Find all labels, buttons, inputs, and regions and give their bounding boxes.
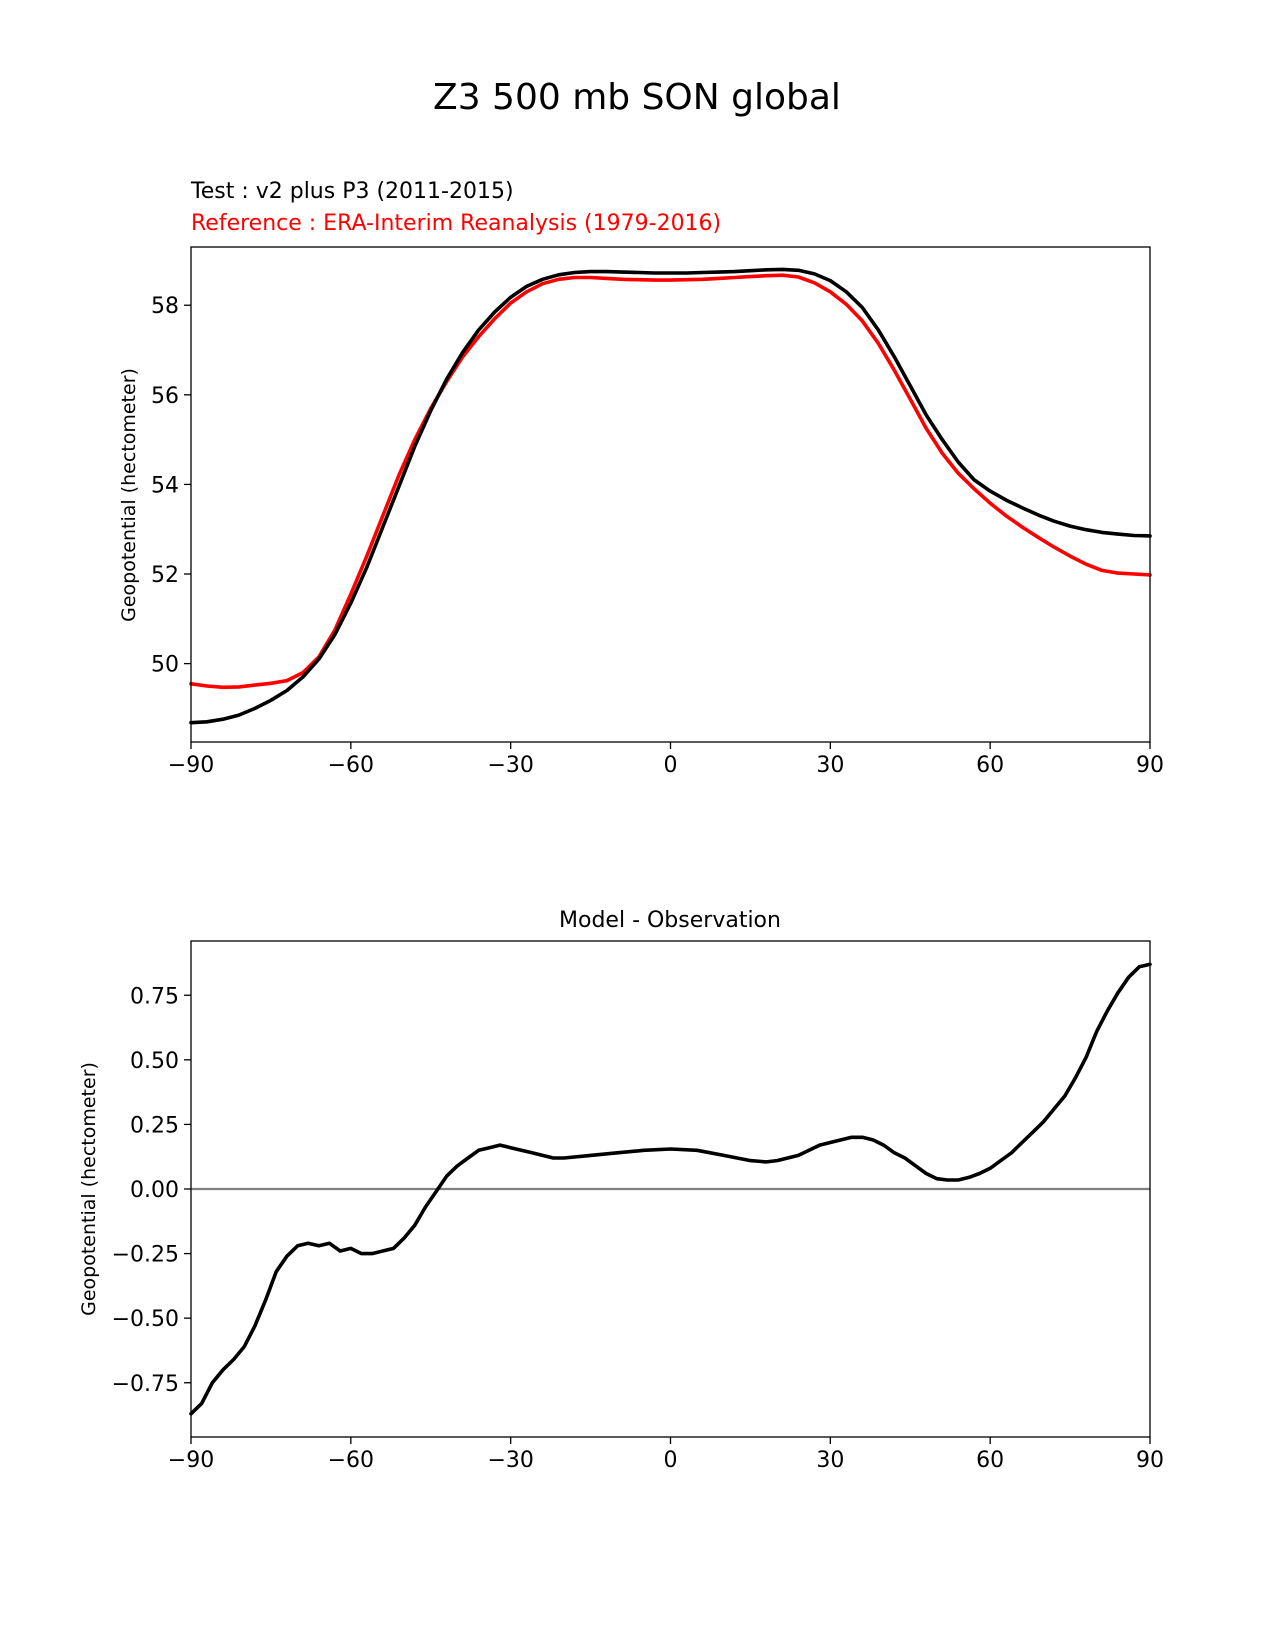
y-tick-label: 52 <box>151 563 179 588</box>
bottom-panel: Model - Observation −90 −60 −30 0 30 60 90 −0.7… <box>78 908 1164 1473</box>
x-tick-label: 60 <box>976 1448 1004 1473</box>
y-tick-label: −0.75 <box>112 1372 179 1397</box>
bottom-series-group <box>189 962 1152 1416</box>
x-tick-label: 30 <box>816 1448 844 1473</box>
series-line-reference <box>189 273 1152 690</box>
series-line-model-observation <box>189 962 1152 1416</box>
x-tick-label: −90 <box>168 1448 214 1473</box>
x-tick-label: 0 <box>664 1448 678 1473</box>
x-tick-label: 90 <box>1136 1448 1164 1473</box>
top-series-group <box>189 267 1152 725</box>
y-tick-label: 0.75 <box>130 984 179 1009</box>
bottom-tick-group: −90 −60 −30 0 30 60 90 −0.75 −0.50 −0.25 0.00 0.25 0… <box>112 984 1164 1473</box>
y-tick-label: 58 <box>151 294 179 319</box>
y-tick-label: 50 <box>151 653 179 678</box>
y-tick-label: 56 <box>151 384 179 409</box>
y-tick-label: 54 <box>151 473 179 498</box>
x-tick-label: −90 <box>168 753 214 778</box>
y-tick-label: −0.25 <box>112 1243 179 1268</box>
y-tick-label: −0.50 <box>112 1307 179 1332</box>
test-label: Test : v2 plus P3 (2011-2015) <box>190 179 514 204</box>
x-tick-label: −30 <box>487 753 533 778</box>
top-plot-frame <box>190 246 1151 743</box>
x-tick-label: 0 <box>664 753 678 778</box>
series-line-test <box>189 267 1152 725</box>
y-tick-label: 0.00 <box>130 1178 179 1203</box>
y-tick-label: 0.25 <box>130 1113 179 1138</box>
reference-label: Reference : ERA-Interim Reanalysis (1979… <box>191 211 721 236</box>
top-panel: Test : v2 plus P3 (2011-2015) Reference … <box>118 179 1164 778</box>
top-tick-group: −90 −60 −30 0 30 60 90 50 52 54 56 58 <box>151 294 1164 778</box>
x-tick-label: 60 <box>976 753 1004 778</box>
x-tick-label: 90 <box>1136 753 1164 778</box>
y-tick-label: 0.50 <box>130 1049 179 1074</box>
x-tick-label: −60 <box>328 753 374 778</box>
bottom-chart-title: Model - Observation <box>559 908 781 933</box>
x-tick-label: 30 <box>816 753 844 778</box>
top-y-axis-label: Geopotential (hectometer) <box>118 368 140 622</box>
bottom-y-axis-label: Geopotential (hectometer) <box>78 1062 100 1316</box>
figure-title: Z3 500 mb SON global <box>433 77 841 118</box>
x-tick-label: −30 <box>487 1448 533 1473</box>
bottom-plot-frame <box>190 940 1151 1438</box>
x-tick-label: −60 <box>328 1448 374 1473</box>
